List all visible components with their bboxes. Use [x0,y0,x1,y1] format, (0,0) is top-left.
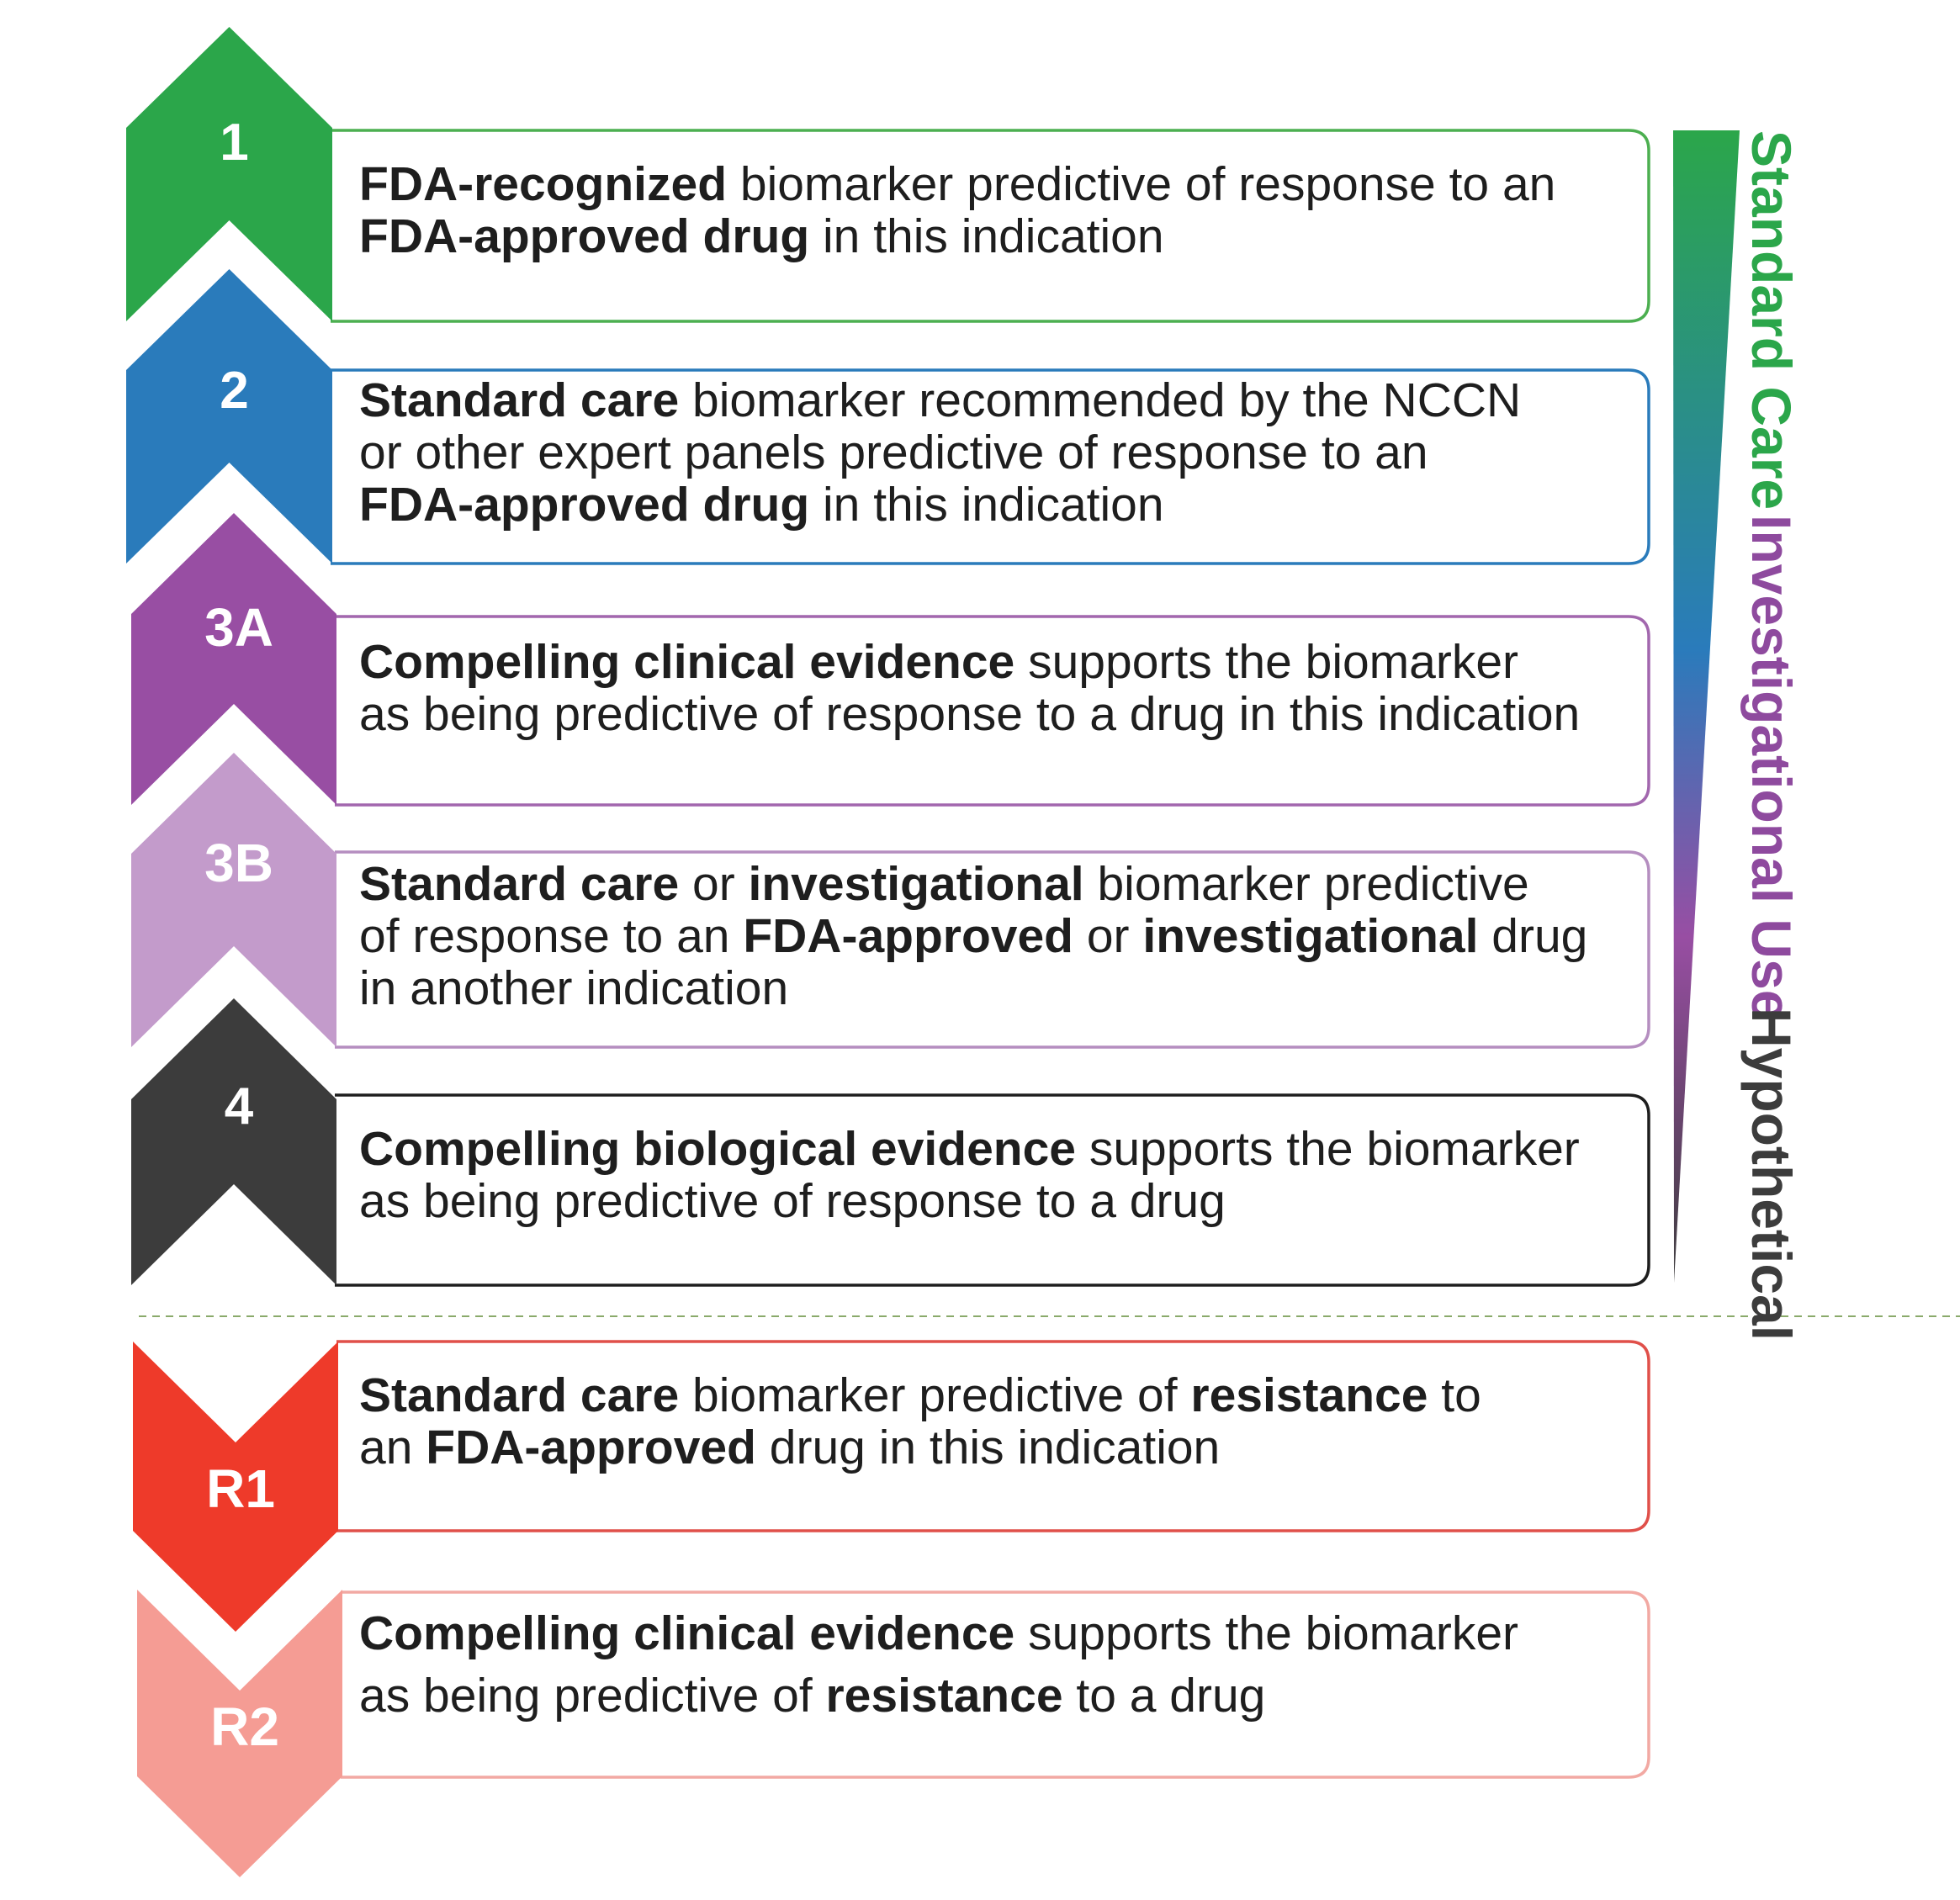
side-label-standard-care: Standard Care [1740,130,1803,510]
box-level-r2 [341,1590,1650,1779]
box-level-4 [335,1093,1650,1287]
box-level-3a [335,615,1650,807]
text-phrase: or [1073,909,1142,963]
level-2-description-line: Standard care biomarker recommended by t… [359,373,1521,427]
level-label-2: 2 [220,362,248,420]
side-label-hypothetical: Hypothetical [1740,1008,1803,1341]
level-3a-description-line: Compelling clinical evidence supports th… [359,635,1518,689]
bold-phrase: FDA-approved drug [359,209,809,263]
text-phrase: drug in this indication [756,1421,1220,1474]
level-3b-description-line: in another indication [359,961,788,1015]
chevron-level-3b [131,753,336,1047]
box-level-r1 [336,1340,1650,1532]
text-phrase: in this indication [809,209,1163,263]
text-phrase: supports the biomarker [1014,1606,1518,1660]
text-phrase: or [679,857,748,911]
text-phrase: as being predictive of response to a dru… [359,1174,1226,1228]
bold-phrase: resistance [826,1669,1063,1723]
level-chevrons [126,27,342,1877]
level-label-3a: 3A [204,597,273,658]
text-phrase: biomarker predictive [1084,857,1529,911]
text-phrase: or other expert panels predictive of res… [359,426,1428,479]
level-3a-description-line: as being predictive of response to a dru… [359,687,1580,741]
text-phrase: supports the biomarker [1076,1122,1580,1176]
side-label-investigational-use: Investigational Use [1740,515,1803,1021]
text-phrase: biomarker predictive of response to an [727,157,1555,211]
level-3b-description-line: of response to an FDA-approved or invest… [359,909,1587,963]
chevron-level-1 [126,27,332,321]
level-label-r2: R2 [210,1696,279,1757]
chevron-level-r1 [133,1342,338,1632]
bold-phrase: Standard care [359,373,679,427]
level-label-1: 1 [220,114,248,172]
bold-phrase: FDA-approved drug [359,478,809,532]
level-2-description-line: FDA-approved drug in this indication [359,478,1164,532]
level-r1-description-line: Standard care biomarker predictive of re… [359,1368,1481,1422]
bold-phrase: FDA-recognized [359,157,727,211]
bold-phrase: investigational [1142,909,1478,963]
level-r2-description-line: as being predictive of resistance to a d… [359,1669,1265,1723]
text-phrase: biomarker predictive of [679,1368,1190,1422]
text-phrase: as being predictive of [359,1669,826,1723]
level-r1-description-line: an FDA-approved drug in this indication [359,1421,1220,1474]
chevron-level-4 [131,998,336,1285]
text-phrase: biomarker recommended by the NCCN [679,373,1521,427]
bold-phrase: Standard care [359,857,679,911]
bold-phrase: Compelling clinical evidence [359,635,1014,689]
chevron-level-3a [131,513,336,805]
box-level-1 [331,129,1650,323]
level-3b-description-line: Standard care or investigational biomark… [359,857,1529,911]
level-4-description-line: Compelling biological evidence supports … [359,1122,1580,1176]
box-level-2 [331,368,1650,565]
level-1-description-line: FDA-recognized biomarker predictive of r… [359,157,1555,211]
box-level-3b [335,850,1650,1049]
text-phrase: in this indication [809,478,1163,532]
text-phrase: as being predictive of response to a dru… [359,687,1580,741]
level-label-4: 4 [225,1077,254,1135]
description-boxes [331,129,1650,1779]
chevron-level-2 [126,269,332,564]
level-label-r1: R1 [206,1458,275,1519]
level-1-description-line: FDA-approved drug in this indication [359,209,1164,263]
text-phrase: in another indication [359,961,788,1015]
evidence-strength-wedge [1673,130,1740,1283]
text-phrase: of response to an [359,909,743,963]
bold-phrase: Compelling biological evidence [359,1122,1076,1176]
level-texts: 1 FDA-recognized biomarker predictive of … [204,114,1587,1757]
text-phrase: drug [1478,909,1587,963]
level-2-description-line: or other expert panels predictive of res… [359,426,1428,479]
text-phrase: an [359,1421,426,1474]
bold-phrase: Standard care [359,1368,679,1422]
chevron-level-r2 [137,1590,342,1877]
text-phrase: to [1428,1368,1481,1422]
bold-phrase: FDA-approved [743,909,1073,963]
bold-phrase: resistance [1190,1368,1428,1422]
text-phrase: supports the biomarker [1014,635,1518,689]
level-label-3b: 3B [204,833,273,893]
text-phrase: to a drug [1063,1669,1266,1723]
bold-phrase: Compelling clinical evidence [359,1606,1014,1660]
bold-phrase: investigational [749,857,1084,911]
level-4-description-line: as being predictive of response to a dru… [359,1174,1226,1228]
bold-phrase: FDA-approved [426,1421,756,1474]
level-r2-description-line: Compelling clinical evidence supports th… [359,1606,1518,1660]
